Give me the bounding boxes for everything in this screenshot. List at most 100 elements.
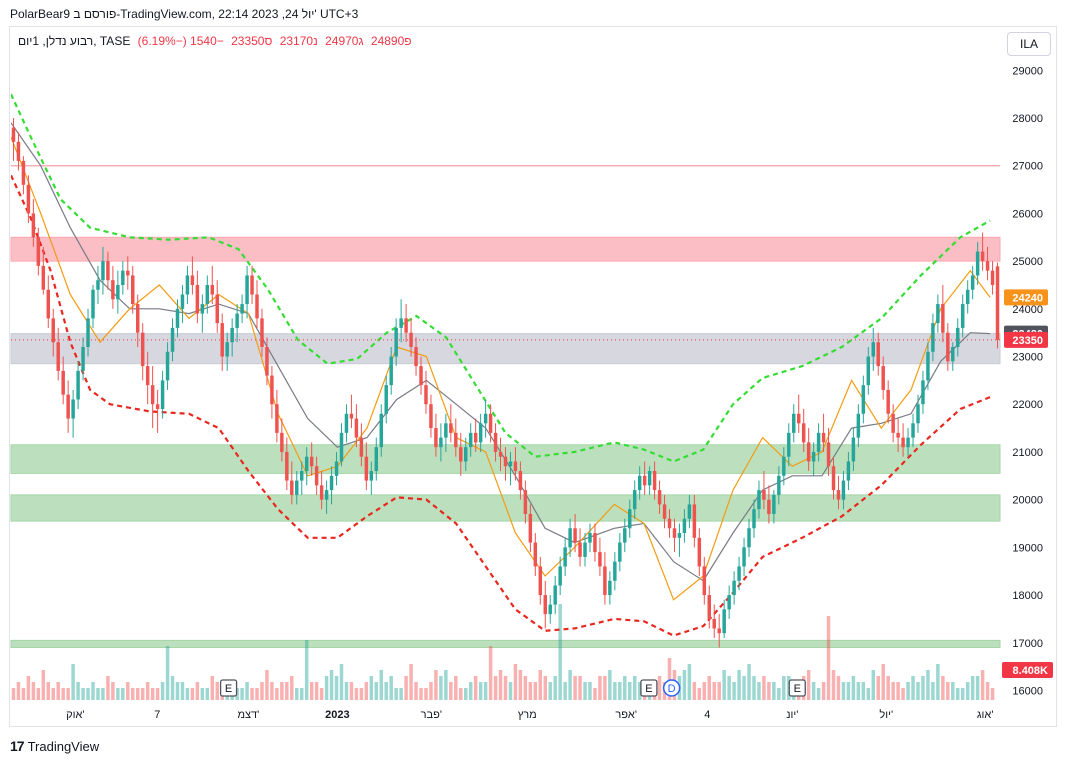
candle-body [702,566,707,596]
candle-body [603,566,607,596]
volume-bar [692,682,697,700]
candle-body [280,432,284,452]
candle-body [429,404,433,429]
candle-body [757,490,761,510]
candle-body [563,547,567,567]
candle-body [618,542,622,562]
price-axis: 16000 17000 18000 19000 20000 21000 22000 23000… [1002,65,1053,697]
candle-body [990,270,995,285]
price-tick-label: 29000 [1012,65,1043,77]
dividend-marker-icon [662,679,681,697]
candle-body [792,413,796,433]
price-tick-label: 17000 [1012,638,1043,650]
volume-bar [493,676,498,700]
candle-body [145,366,150,386]
candle-body [389,356,393,386]
volume-bar [538,670,543,700]
candle-body [801,423,806,443]
time-tick-label: יול' [879,708,893,721]
volume-bar [891,682,895,700]
volume-bar [394,688,398,700]
volume-bar [66,688,70,700]
candle-body [91,289,95,319]
candle-body [468,432,473,448]
volume-bar [339,664,344,700]
volume-bar [831,670,836,700]
legend-low: נ23170 [279,34,318,48]
volume-bar [384,682,388,700]
volume-bar [409,664,413,700]
volume-bar [990,688,995,700]
candle-body [71,399,75,419]
candle-body [76,370,80,400]
volume-bar [826,616,831,700]
volume-bar [543,676,547,700]
candle-body [16,141,21,161]
candle-body [747,528,751,548]
candle-body [682,518,687,534]
time-axis: אוק' 7 דצמ' 2023 פבר' מרץ אפר' 4 יונ' יול' אוג' E E D… [66,679,993,721]
candle-body [916,404,920,424]
symbol-name[interactable]: רבוע נדלן, 1יום, TASE [18,34,131,48]
candle-body [295,480,299,495]
volume-bar [21,688,26,700]
candle-body [777,475,781,495]
volume-bar [270,682,274,700]
candle-body [126,270,130,276]
volume-bar [379,670,383,700]
candle-body [121,270,125,285]
volume-bar [498,670,503,700]
candle-body [608,580,612,596]
candle-body [160,380,165,410]
candle-body [901,437,905,448]
candle-body [642,475,647,486]
volume-bar [687,664,692,700]
volume-bar [473,676,478,700]
volume-bar [583,682,587,700]
candle-body [687,504,692,519]
candle-body [503,456,508,467]
volume-bar [116,688,120,700]
tradingview-logo[interactable]: 17 TradingView [10,738,99,754]
candle-body [831,466,836,491]
candle-body [493,432,498,452]
candle-body [548,604,552,615]
candle-body [235,313,239,328]
volume-bar [483,682,488,700]
price-tick-label: 16000 [1012,685,1043,697]
candle-body [339,432,344,462]
volume-bar [488,646,493,700]
candle-body [995,266,1000,340]
candle-body [518,471,523,491]
candle-body [36,237,41,266]
volume-bar [608,670,612,700]
volume-bar [275,688,279,700]
candle-body [936,304,940,324]
volume-bar [131,688,135,700]
candle-body [399,318,403,328]
candle-body [782,456,786,476]
event-marker: E [219,679,238,697]
volume-bar [459,688,463,700]
earnings-marker-icon [219,679,238,697]
volume-bar [806,670,811,700]
candle-body [881,366,885,390]
candle-body [384,385,388,414]
candle-body [285,451,289,481]
volume-bar [260,682,264,700]
candle-body [911,423,915,438]
candle-body [101,261,105,281]
volume-bar [51,688,55,700]
candle-body [846,461,851,481]
volume-bar [414,682,418,700]
volume-bar [533,682,538,700]
candle-body [290,480,294,495]
candle-body [419,366,423,386]
candle-body [941,304,945,333]
candle-body [344,413,349,433]
volume-bar [91,682,95,700]
volume-bar [314,682,319,700]
currency-button[interactable]: ILA [1007,32,1051,56]
volume-bar [821,682,826,700]
